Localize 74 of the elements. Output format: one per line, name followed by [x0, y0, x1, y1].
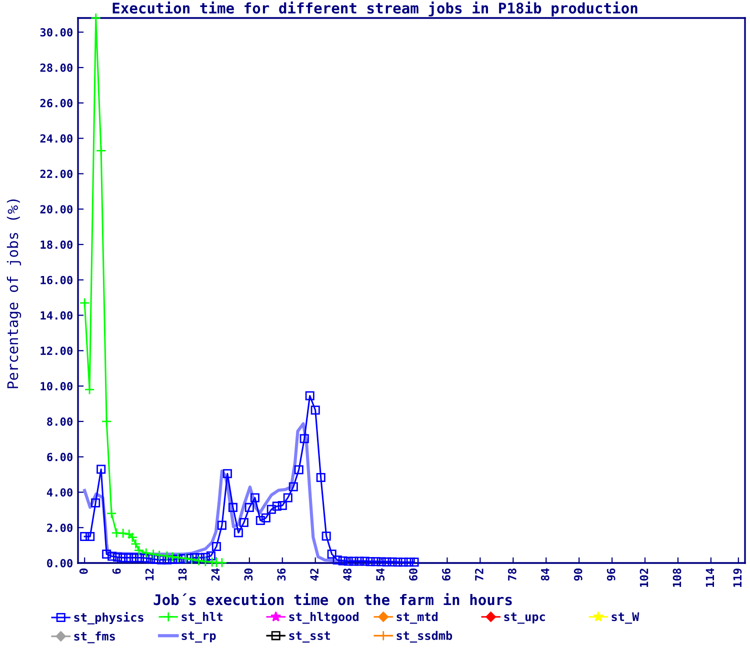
x-tick-label: 24: [211, 568, 220, 581]
point: [140, 548, 152, 558]
y-tick-label: 18.00: [40, 240, 72, 249]
x-tick-label: 60: [409, 568, 418, 581]
x-tick-label: 6: [112, 568, 121, 574]
point: [194, 555, 204, 566]
legend-label: st_ssdmb: [396, 630, 452, 643]
x-tick-label: 114: [706, 568, 714, 587]
point: [79, 298, 90, 308]
y-tick-label: 12.00: [40, 346, 72, 356]
point: [154, 550, 165, 560]
x-tick-label: 96: [606, 568, 616, 581]
y-tick-label: 4.00: [46, 488, 72, 497]
y-tick-label: 28.00: [40, 64, 72, 72]
point: [106, 508, 117, 519]
x-tick-label: 18: [178, 568, 187, 580]
x-tick-label: 36: [277, 568, 286, 581]
point: [216, 557, 228, 568]
x-tick-label: 42: [310, 568, 318, 581]
y-tick-label: 10.00: [40, 382, 72, 390]
x-tick-label: 108: [672, 568, 682, 587]
x-tick-label: 48: [343, 568, 352, 581]
point: [148, 548, 158, 560]
legend-label: st_sst: [289, 632, 330, 643]
legend-label: st_upc: [504, 612, 545, 624]
y-tick-label: 2.00: [47, 524, 72, 532]
legend-label: st_mtd: [396, 612, 438, 624]
x-tick-label: 30: [244, 568, 253, 581]
point: [101, 416, 112, 427]
point: [180, 553, 191, 564]
legend-label: st_fms: [74, 631, 115, 644]
point: [111, 528, 122, 538]
x-tick-label: 102: [640, 568, 648, 587]
x-tick-label: 90: [574, 568, 582, 581]
legend-label: st_hlt: [182, 612, 222, 624]
y-tick-label: 20.00: [40, 205, 72, 214]
point: [134, 545, 144, 556]
legend-label: st_physics: [74, 612, 144, 624]
x-axis-title: Job´s execution time on the farm in hours: [154, 593, 512, 606]
point: [130, 538, 141, 550]
y-tick-label: 22.00: [40, 170, 72, 178]
legend-label: st_rp: [182, 632, 216, 643]
chart-title: Execution time for different stream jobs in P18ib production: [112, 2, 638, 16]
point: [90, 12, 102, 24]
point: [186, 554, 197, 565]
y-tick-label: 24.00: [40, 134, 72, 143]
y-axis-title: Percentage of jobs (%): [6, 199, 22, 388]
point: [96, 146, 106, 156]
legend-label: st_W: [612, 612, 640, 624]
point: [200, 556, 211, 567]
y-tick-label: 14.00: [40, 311, 72, 320]
point: [127, 532, 138, 543]
x-tick-label: 119: [733, 568, 742, 587]
point: [84, 384, 95, 395]
point: [124, 528, 134, 540]
legend-label: st_hltgood: [289, 612, 358, 624]
point: [118, 528, 128, 538]
y-tick-label: 26.00: [40, 98, 72, 108]
x-tick-label: 78: [508, 568, 516, 581]
point: [206, 556, 218, 568]
y-tick-label: 6.00: [47, 452, 72, 462]
x-tick-label: 72: [474, 568, 484, 581]
x-tick-label: 12: [145, 568, 154, 580]
y-tick-label: 0.00: [47, 558, 72, 568]
y-tick-label: 8.00: [47, 417, 72, 426]
x-tick-label: 54: [376, 568, 385, 580]
x-tick-label: 66: [442, 568, 450, 581]
point: [162, 550, 172, 562]
x-tick-label: 0: [79, 568, 88, 574]
point: [167, 552, 178, 562]
point: [172, 552, 184, 563]
x-tick-label: 84: [540, 568, 550, 581]
y-tick-label: 16.00: [40, 276, 72, 284]
y-tick-label: 30.00: [40, 28, 72, 37]
